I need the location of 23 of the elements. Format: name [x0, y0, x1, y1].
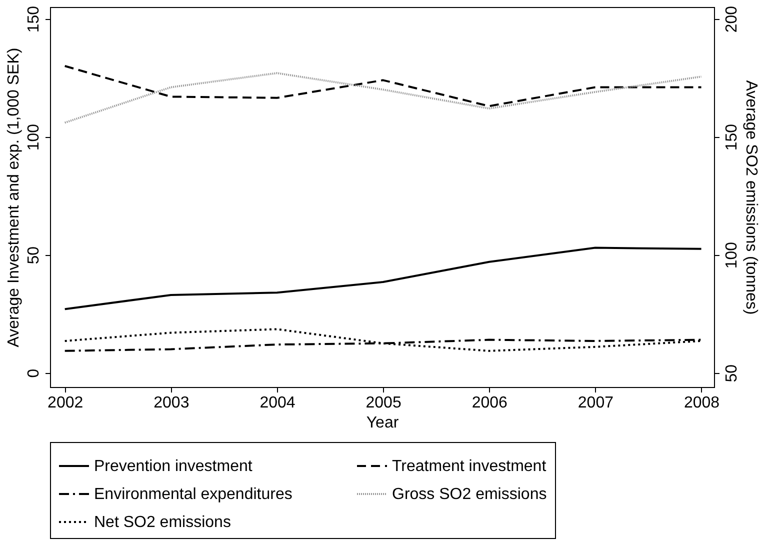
y2-axis-title: Average SO2 emissions (tonnes) [742, 80, 760, 315]
y-tick-label: 0 [26, 368, 42, 378]
y-tick-label: 150 [26, 6, 42, 33]
y-axis-title: Average Investment and exp. (1,000 SEK) [6, 48, 22, 348]
y-tick-label: 100 [26, 124, 42, 151]
y-tick-label: 50 [26, 246, 42, 264]
y2-tick-label: 100 [724, 242, 740, 269]
legend-label: Treatment investment [392, 458, 547, 475]
legend-label: Net SO2 emissions [94, 514, 231, 531]
x-tick-label: 2008 [684, 394, 720, 412]
x-tick-label: 2002 [48, 394, 84, 412]
y2-tick-label: 200 [724, 6, 740, 33]
legend-label: Prevention investment [94, 458, 253, 475]
x-axis-title: Year [366, 414, 400, 432]
y2-tick-label: 150 [724, 124, 740, 151]
legend-label: Environmental expenditures [94, 486, 292, 503]
x-tick-label: 2005 [366, 394, 402, 412]
x-tick-label: 2006 [472, 394, 508, 412]
x-tick-label: 2004 [260, 394, 296, 412]
x-tick-label: 2007 [578, 394, 614, 412]
x-tick-label: 2003 [154, 394, 190, 412]
y2-tick-label: 50 [724, 364, 740, 382]
legend-label: Gross SO2 emissions [392, 486, 547, 503]
